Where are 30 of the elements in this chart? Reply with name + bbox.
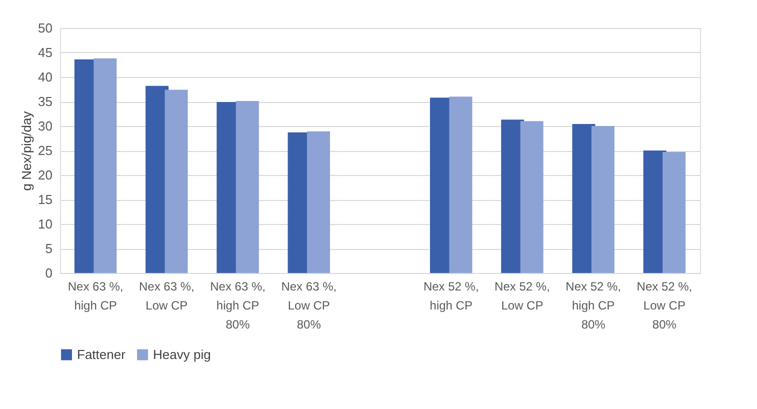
bar xyxy=(236,101,259,273)
bar xyxy=(449,96,472,273)
bar xyxy=(307,131,330,273)
y-tick-label: 0 xyxy=(45,266,52,280)
x-tick-label: Nex 63 %, Low CP xyxy=(138,280,194,312)
y-tick-label: 40 xyxy=(38,70,52,84)
legend-label: Fattener xyxy=(77,346,126,362)
bar xyxy=(520,121,544,273)
y-tick-label: 5 xyxy=(45,241,52,256)
x-tick-label: Nex 52 %, Low CP xyxy=(494,280,550,312)
y-tick-label: 35 xyxy=(38,94,52,109)
y-tick-label: 10 xyxy=(38,216,52,232)
bar xyxy=(94,58,117,273)
bar xyxy=(662,152,686,273)
bar xyxy=(591,126,614,273)
y-tick-label: 25 xyxy=(38,143,52,158)
x-tick-label: Nex 52 %, Low CP 80% xyxy=(636,280,692,332)
y-tick-label: 20 xyxy=(38,168,52,182)
y-tick-label: 15 xyxy=(38,192,52,207)
x-tick-label: Nex 52 %, high CP xyxy=(423,280,479,312)
bar xyxy=(164,90,188,273)
legend-label: Heavy pig xyxy=(153,346,211,362)
y-axis-title: g Nex/pig/day xyxy=(19,110,34,191)
x-tick-label: Nex 63 %, high CP 80% xyxy=(210,280,266,332)
x-tick-label: Nex 63 %, Low CP 80% xyxy=(281,280,337,332)
y-tick-label: 30 xyxy=(38,118,52,134)
y-tick-label: 45 xyxy=(38,45,52,60)
y-tick-label: 50 xyxy=(38,20,52,36)
x-tick-label: Nex 63 %, high CP xyxy=(68,280,124,312)
x-tick-label: Nex 52 %, high CP 80% xyxy=(566,280,622,332)
